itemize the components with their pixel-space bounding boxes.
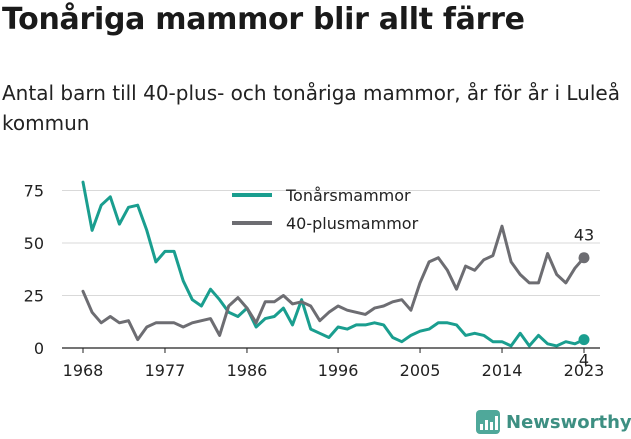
x-tick-label: 1968 — [63, 361, 104, 380]
brand-logo: Newsworthy — [476, 408, 631, 436]
x-tick-label: 2005 — [400, 361, 441, 380]
y-tick-label: 0 — [34, 339, 44, 358]
end-label-tonarsmammor: 4 — [579, 351, 589, 370]
newsworthy-logo-icon — [476, 410, 500, 434]
brand-name: Newsworthy — [506, 411, 631, 433]
y-tick-label: 50 — [24, 234, 44, 253]
x-tick-label: 1977 — [145, 361, 186, 380]
series-line-fortyplusmammor — [81, 224, 586, 342]
chart-title: Tonåriga mammor blir allt färre — [2, 2, 525, 37]
series-line-tonarsmammor — [81, 180, 586, 348]
end-point-tonarsmammor — [578, 334, 590, 346]
legend-label-tonarsmammor: Tonårsmammor — [285, 186, 411, 205]
end-label-fortyplusmammor: 43 — [574, 226, 594, 245]
legend: Tonårsmammor 40-plusmammor — [232, 186, 419, 233]
x-tick-label: 1986 — [227, 361, 268, 380]
grid-lines — [62, 190, 600, 296]
x-tick-label: 2023 — [564, 361, 605, 380]
chart-subtitle: Antal barn till 40-plus- och tonåriga ma… — [2, 81, 620, 135]
y-tick-label: 25 — [24, 287, 44, 306]
end-point-fortyplusmammor — [578, 252, 590, 264]
y-tick-label: 75 — [24, 182, 44, 201]
x-tick-label: 1996 — [318, 361, 359, 380]
series-layer: 4 43 — [81, 180, 594, 370]
legend-label-fortyplusmammor: 40-plusmammor — [286, 214, 419, 233]
axes: 0 25 50 75 1968 1977 1986 1996 2005 2014 2023 — [24, 182, 605, 381]
x-tick-label: 2014 — [482, 361, 523, 380]
